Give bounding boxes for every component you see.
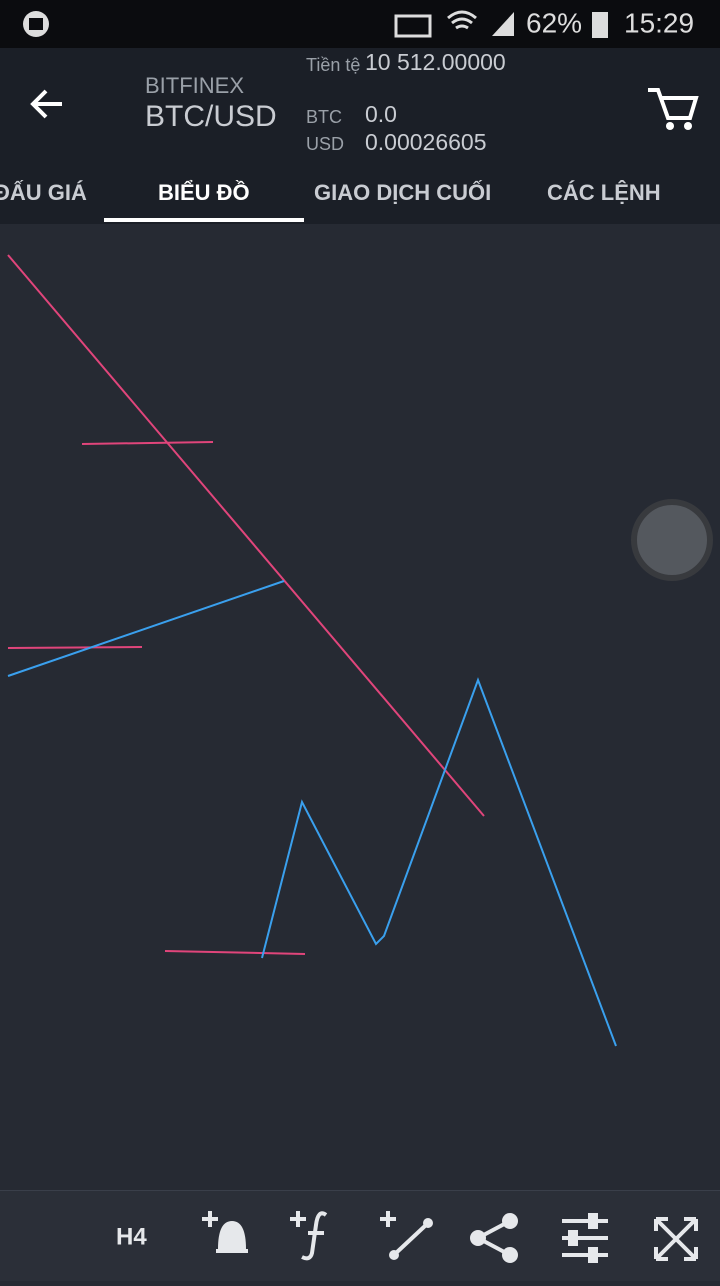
status-bar: 62% 15:29 [0,0,720,48]
status-icons: 62% 15:29 [23,7,694,38]
back-button[interactable] [30,89,62,119]
tab[interactable]: GIAO DỊCH CUỐI [314,180,492,205]
row-value: 0.00026605 [365,129,487,155]
tab-indicator [104,218,304,222]
pair: BTC/USD [145,100,277,133]
tab[interactable]: CÁC LỆNH [547,180,661,205]
toolbar: H4 [0,1190,720,1281]
settings[interactable] [562,1213,608,1263]
chart [7,254,713,1047]
header-svg: BITFINEX BTC/USD Tiền tệ 10 512.00000 BT… [30,49,699,155]
cart-button[interactable] [648,88,699,130]
row-label: BTC [306,107,342,127]
add-alert[interactable] [202,1211,248,1253]
interval-button[interactable]: H4 [116,1223,147,1250]
toolbar-svg: H4 [116,1211,698,1263]
row-value: 0.0 [365,101,397,127]
exchange: BITFINEX [145,73,244,98]
fullscreen[interactable] [654,1217,698,1261]
share[interactable] [470,1213,518,1263]
add-indicator[interactable] [290,1211,328,1261]
battery: 62% [526,7,582,38]
tab-active[interactable]: BIỂU ĐỒ [158,180,250,205]
row-label: USD [306,134,344,154]
drawings [7,254,617,1047]
row-label: Tiền tệ [306,55,360,75]
tab[interactable]: ĐẤU GIÁ [0,180,87,205]
row-value: 10 512.00000 [365,49,506,75]
add-drawing[interactable] [380,1211,433,1260]
floating-button[interactable] [631,499,713,581]
tabs: ĐẤU GIÁ BIỂU ĐỒ GIAO DỊCH CUỐI CÁC LỆNH [0,160,720,224]
header: BITFINEX BTC/USD Tiền tệ 10 512.00000 BT… [0,48,720,160]
clock: 15:29 [624,7,694,38]
